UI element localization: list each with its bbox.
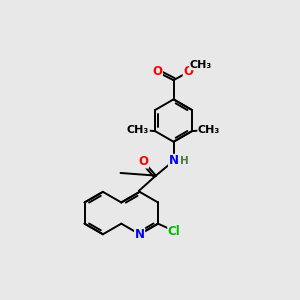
Text: N: N xyxy=(135,228,145,241)
Text: CH₃: CH₃ xyxy=(198,125,220,135)
Text: H: H xyxy=(180,156,189,166)
Text: O: O xyxy=(183,65,193,79)
Text: O: O xyxy=(139,155,148,168)
Text: Cl: Cl xyxy=(168,224,181,238)
Text: O: O xyxy=(152,65,162,79)
Text: N: N xyxy=(169,154,178,167)
Text: CH₃: CH₃ xyxy=(190,60,212,70)
Text: CH₃: CH₃ xyxy=(127,125,149,135)
